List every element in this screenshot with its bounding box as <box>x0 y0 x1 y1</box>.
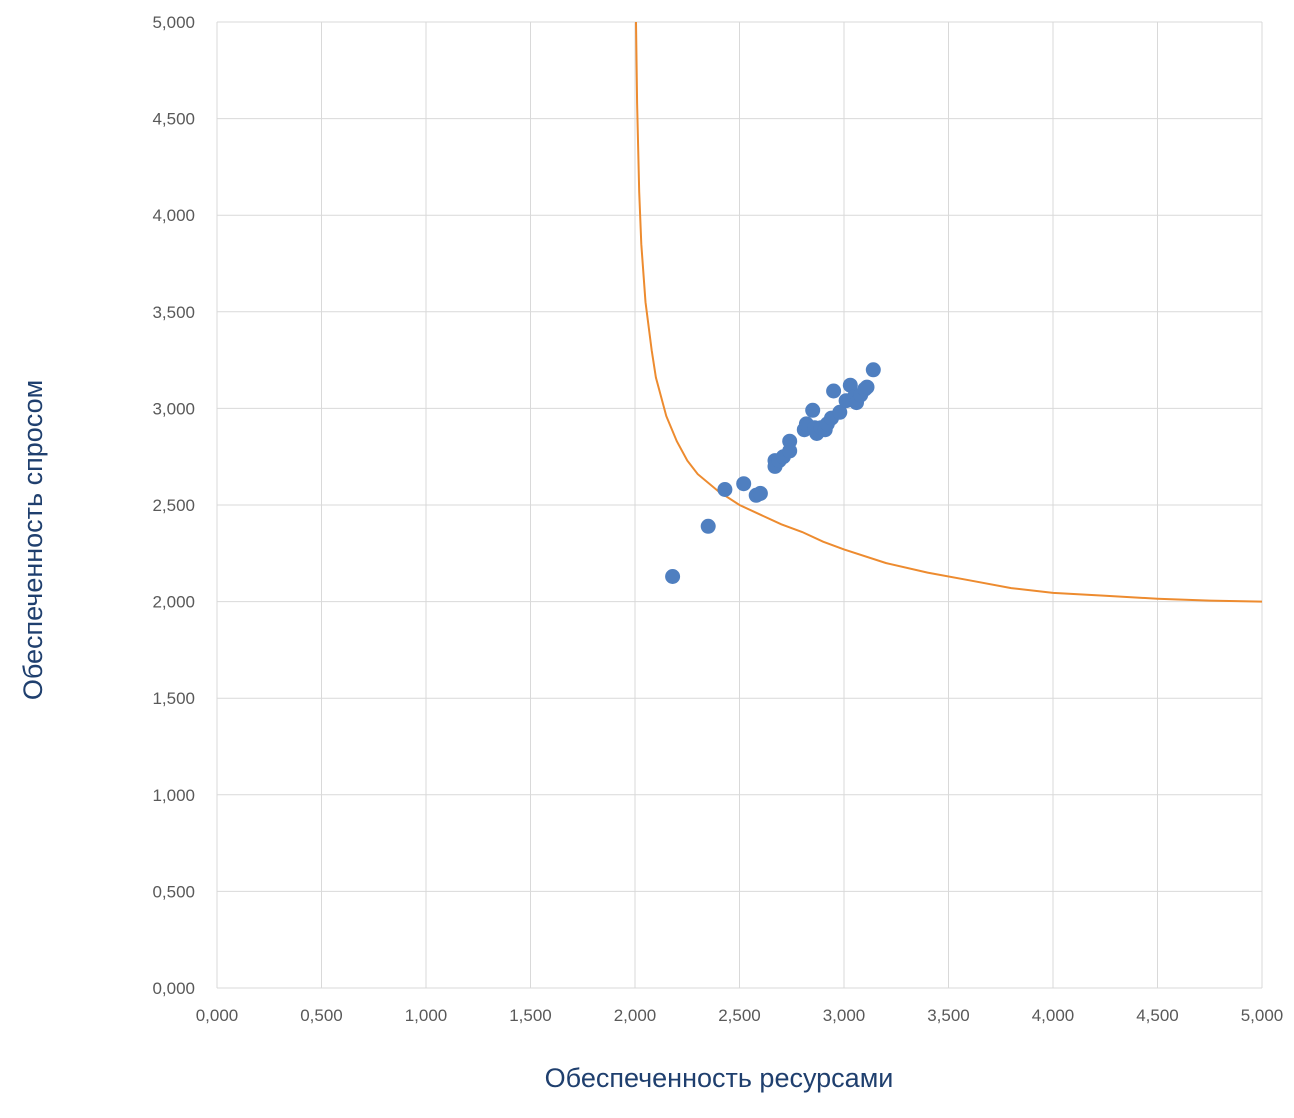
y-tick-label: 2,000 <box>152 593 195 612</box>
x-tick-label: 1,500 <box>509 1006 552 1025</box>
grid-lines <box>216 21 1263 989</box>
y-tick-label: 3,000 <box>152 399 195 418</box>
x-tick-label: 3,000 <box>823 1006 866 1025</box>
scatter-point <box>717 482 733 497</box>
y-tick-label: 1,500 <box>152 689 195 708</box>
y-tick-label: 1,000 <box>152 786 195 805</box>
y-axis-title: Обеспеченность спросом <box>18 380 48 700</box>
y-tick-label: 0,000 <box>152 979 195 998</box>
scatter-point <box>700 518 716 534</box>
x-axis-title: Обеспеченность ресурсами <box>545 1063 894 1093</box>
curve-line <box>635 21 1263 603</box>
x-tick-label: 0,500 <box>300 1006 343 1025</box>
y-tick-label: 4,500 <box>152 110 195 129</box>
scatter-series <box>665 362 881 584</box>
scatter-point <box>865 362 881 378</box>
y-tick-label: 3,500 <box>152 303 195 322</box>
x-tick-label: 2,500 <box>718 1006 761 1025</box>
scatter-point <box>859 379 875 395</box>
scatter-point <box>826 383 842 399</box>
x-tick-label: 4,000 <box>1032 1006 1075 1025</box>
scatter-point <box>736 476 752 492</box>
y-tick-label: 5,000 <box>152 13 195 32</box>
y-axis-ticks: 0,000 0,500 1,000 1,500 2,000 2,500 3,000 3,500… <box>152 13 195 998</box>
scatter-point <box>752 485 768 501</box>
y-tick-label: 2,500 <box>152 496 195 515</box>
scatter-point <box>782 443 798 459</box>
y-tick-label: 0,500 <box>152 882 195 901</box>
scatter-point <box>832 404 848 420</box>
curve-series <box>635 21 1263 603</box>
x-tick-label: 4,500 <box>1136 1006 1179 1025</box>
y-tick-label: 4,000 <box>152 206 195 225</box>
scatter-point <box>665 569 681 584</box>
x-tick-label: 3,500 <box>927 1006 970 1025</box>
x-tick-label: 1,000 <box>405 1006 448 1025</box>
x-tick-label: 5,000 <box>1241 1006 1284 1025</box>
x-tick-label: 0,000 <box>196 1006 239 1025</box>
x-tick-label: 2,000 <box>614 1006 657 1025</box>
scatter-point <box>805 402 821 418</box>
x-axis-ticks: 0,000 0,500 1,000 1,500 2,000 2,500 3,000 3,500… <box>196 1006 1284 1025</box>
scatter-point <box>842 377 858 393</box>
